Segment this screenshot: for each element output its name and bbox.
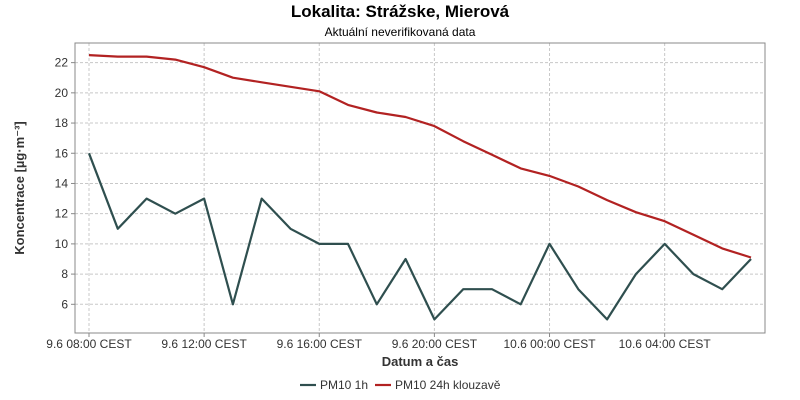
y-tick-label: 22 xyxy=(55,56,69,70)
legend-label: PM10 1h xyxy=(320,378,368,392)
series-line-pm10-1h xyxy=(87,152,752,321)
grid xyxy=(75,43,765,333)
y-tick-label: 12 xyxy=(55,207,69,221)
y-tick-label: 10 xyxy=(55,237,69,251)
x-tick-label: 10.6 00:00 CEST xyxy=(503,337,596,351)
y-tick-label: 16 xyxy=(55,146,69,160)
chart-title: Lokalita: Strážske, Mierová xyxy=(290,2,510,21)
plot-area xyxy=(74,42,766,334)
y-tick-label: 20 xyxy=(55,86,69,100)
x-axis-title: Datum a čas xyxy=(382,354,459,369)
legend-label: PM10 24h klouzavě xyxy=(395,378,501,392)
legend: PM10 1h PM10 24h klouzavě xyxy=(300,378,501,392)
y-axis: 6 8 10 12 14 16 18 20 22 xyxy=(55,56,75,311)
y-tick-label: 8 xyxy=(61,267,68,281)
x-tick-label: 9.6 12:00 CEST xyxy=(161,337,247,351)
x-tick-label: 9.6 20:00 CEST xyxy=(392,337,478,351)
y-axis-title: Koncentrace [µg·m⁻³] xyxy=(12,121,27,255)
series-line-pm10-24h xyxy=(88,54,752,259)
x-tick-label: 9.6 16:00 CEST xyxy=(277,337,363,351)
x-axis: 9.6 08:00 CEST 9.6 12:00 CEST 9.6 16:00 CE… xyxy=(46,333,711,351)
chart-subtitle: Aktuální neverifikovaná data xyxy=(324,25,476,39)
x-tick-label: 10.6 04:00 CEST xyxy=(619,337,712,351)
y-tick-label: 6 xyxy=(61,297,68,311)
y-tick-label: 18 xyxy=(55,116,69,130)
series-lines xyxy=(87,54,752,321)
x-tick-label: 9.6 08:00 CEST xyxy=(46,337,132,351)
y-tick-label: 14 xyxy=(55,176,69,190)
